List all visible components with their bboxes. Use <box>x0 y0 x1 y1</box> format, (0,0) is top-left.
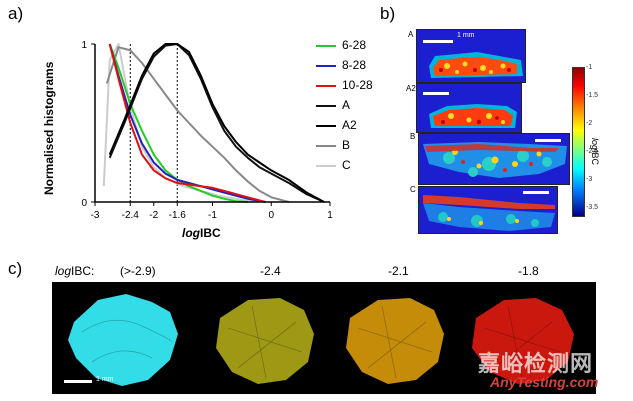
panel-b-label: b) <box>380 4 396 23</box>
series-line-a2 <box>108 43 325 203</box>
series-line-c <box>102 43 254 203</box>
legend-item: A <box>316 98 396 114</box>
heatmap-a: 1 mm <box>416 29 526 83</box>
series-line-10-28 <box>108 43 266 203</box>
render-blob-olive <box>216 298 314 384</box>
heatmap-scalebar <box>423 92 449 95</box>
panel-a-label: a) <box>8 4 24 23</box>
legend-swatch <box>316 125 336 127</box>
heatmap-scalebar <box>523 191 549 194</box>
colorbar-ticks: -1 -1.5 -2 -2.5 -3 -3.5 <box>586 62 606 222</box>
heatmap-a-texture <box>429 52 523 78</box>
legend-label: C <box>342 158 351 172</box>
colorbar-tick-label: -1 <box>586 64 593 71</box>
heatmap-c <box>418 186 558 234</box>
x-tick-label: -1.6 <box>169 210 187 221</box>
caption-log: log <box>55 264 72 278</box>
threshold-label-4: -1.8 <box>518 264 539 278</box>
legend-item: C <box>316 158 396 174</box>
heatmap-b <box>418 133 570 185</box>
heatmap-row-label-b: B <box>410 132 416 141</box>
colorbar-tick-label: -2 <box>586 120 593 127</box>
heatmap-a2 <box>416 83 522 133</box>
panel-a-chart: -3 -2.4 -2 -1.6 -1 0 1 0 1 <box>81 40 333 221</box>
legend-item: B <box>316 138 396 154</box>
series-line-a <box>108 43 325 203</box>
colorbar-tick-label: -3 <box>586 176 593 183</box>
caption-ibc: IBC: <box>71 264 95 278</box>
x-tick-label: -2 <box>149 210 158 221</box>
x-tick-label: 1 <box>327 210 333 221</box>
x-axis-label-ibc: IBC <box>200 226 221 240</box>
legend-swatch <box>316 105 336 107</box>
legend-label: B <box>342 138 351 152</box>
render-blob-cyan <box>68 294 178 386</box>
watermark-chinese: 嘉峪检测网 <box>478 351 594 376</box>
x-axis-label-log: log <box>182 226 200 240</box>
y-tick-label: 0 <box>81 198 87 209</box>
legend-label: A <box>342 98 351 112</box>
heatmap-row-label-a: A <box>408 30 414 39</box>
threshold-label-3: -2.1 <box>388 264 409 278</box>
heatmap-scale-label: 1 mm <box>457 32 475 39</box>
y-tick-label: 1 <box>81 40 87 51</box>
threshold-label-2: -2.4 <box>260 264 281 278</box>
legend-swatch <box>316 85 336 87</box>
heatmap-b-texture <box>423 142 567 178</box>
y-axis-label: Normalised histograms <box>42 61 56 195</box>
legend-item: A2 <box>316 118 396 134</box>
legend-label: 8-28 <box>342 58 367 72</box>
legend-item: 6-28 <box>316 38 396 54</box>
render-blob-gold <box>346 298 444 384</box>
legend-label: 6-28 <box>342 38 367 52</box>
x-tick-label: 0 <box>268 210 274 221</box>
watermark-latin: AnyTesting.com <box>490 374 599 390</box>
caption-logibc: logIBC: <box>55 264 94 278</box>
legend-swatch <box>316 45 336 47</box>
series-line-b <box>105 46 290 203</box>
colorbar-title-log: log <box>590 138 600 151</box>
legend-label: 10-28 <box>342 78 373 92</box>
render-blob-red <box>472 298 574 384</box>
colorbar-tick-label: -3.5 <box>586 204 599 211</box>
heatmap-row-label-a2: A2 <box>406 84 416 93</box>
colorbar-title: logIBC <box>590 138 600 165</box>
threshold-label-1: (>-2.9) <box>120 264 156 278</box>
legend-item: 8-28 <box>316 58 396 74</box>
heatmap-c-texture <box>423 195 555 231</box>
heatmap-a2-texture <box>429 104 517 128</box>
heatmap-scalebar <box>535 139 561 142</box>
heatmap-scalebar <box>423 40 453 43</box>
colorbar-tick-label: -1.5 <box>586 92 599 99</box>
legend-swatch <box>316 165 336 167</box>
render-scale-label: 1 mm <box>96 376 114 383</box>
render-strip: 1 mm <box>52 282 596 394</box>
render-scalebar <box>64 380 92 383</box>
x-tick-label: -2.4 <box>122 210 140 221</box>
series-line-8-28 <box>108 43 266 203</box>
render-strip-shapes <box>64 294 574 386</box>
legend-item: 10-28 <box>316 78 396 94</box>
legend-label: A2 <box>342 118 357 132</box>
x-tick-label: -1 <box>208 210 217 221</box>
x-axis-label: logIBC <box>182 226 221 240</box>
legend-swatch <box>316 145 336 147</box>
colorbar <box>572 67 585 217</box>
legend: 6-28 8-28 10-28 A A2 B C <box>316 38 396 188</box>
x-tick-label: -3 <box>91 210 100 221</box>
colorbar-tick-label: -2.5 <box>586 148 599 155</box>
legend-swatch <box>316 65 336 67</box>
colorbar-title-ibc: IBC <box>590 150 600 166</box>
panel-c-label: c) <box>8 259 23 278</box>
heatmap-row-label-c: C <box>410 185 416 194</box>
